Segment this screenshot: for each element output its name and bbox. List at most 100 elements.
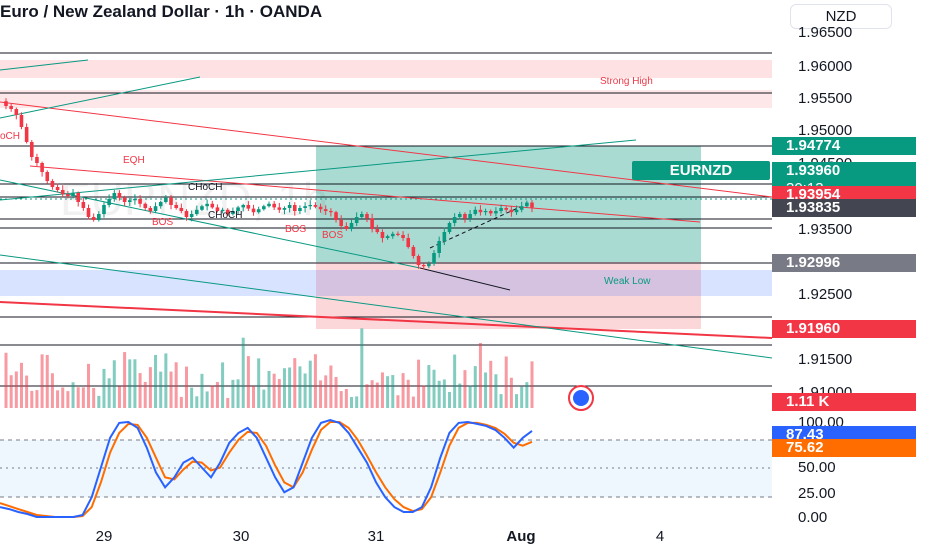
candle xyxy=(55,187,60,190)
candle xyxy=(452,217,457,223)
price-tick: 1.92500 xyxy=(798,286,853,303)
trendline-green xyxy=(0,139,637,201)
volume-bar xyxy=(45,354,49,408)
volume-bar xyxy=(236,379,240,408)
candle xyxy=(318,206,323,210)
candle xyxy=(231,211,235,214)
candle xyxy=(519,206,524,210)
volume-bar xyxy=(81,387,85,408)
candle xyxy=(499,208,503,211)
volume-bar xyxy=(148,367,152,408)
volume-label: 1.11 K xyxy=(772,393,916,411)
candle xyxy=(153,206,158,211)
volume-bar xyxy=(515,394,519,408)
candle xyxy=(292,205,297,211)
candle xyxy=(287,205,292,208)
volume-bar xyxy=(339,391,343,408)
volume-bar xyxy=(334,376,338,408)
candle xyxy=(463,214,467,219)
candle xyxy=(396,233,400,235)
oscillator-tick: 25.00 xyxy=(798,485,836,502)
candle xyxy=(205,203,209,207)
dark-price-label: 1.93835 xyxy=(772,199,916,217)
candle xyxy=(184,211,189,217)
volume-bar xyxy=(154,354,158,408)
volume-bar xyxy=(313,354,317,408)
volume-bar xyxy=(123,352,127,408)
candle xyxy=(200,206,204,210)
candle xyxy=(133,199,137,201)
volume-bar xyxy=(308,360,312,408)
candle xyxy=(339,220,343,226)
candle xyxy=(19,115,24,127)
bos-label: BOS xyxy=(152,217,174,228)
weak-low-label: Weak Low xyxy=(604,276,651,287)
candle xyxy=(267,203,271,207)
volume-bar xyxy=(282,368,286,408)
candle xyxy=(380,232,385,238)
candle xyxy=(313,205,318,207)
candle xyxy=(525,202,529,207)
candles xyxy=(4,98,534,270)
volume-bar xyxy=(71,382,75,408)
candle xyxy=(494,211,498,214)
candle xyxy=(81,202,86,208)
volume-bar xyxy=(97,395,101,408)
eqh-label: EQH xyxy=(123,155,145,166)
candle xyxy=(437,241,441,253)
volume-bar xyxy=(252,385,256,408)
candle xyxy=(298,208,302,211)
volume-bar xyxy=(422,385,426,408)
price-tick: 1.91500 xyxy=(798,351,853,368)
volume-bars xyxy=(4,328,534,408)
trendline-green xyxy=(0,76,201,119)
candle xyxy=(246,205,251,209)
time-tick: 29 xyxy=(95,528,113,545)
volume-bar xyxy=(437,380,441,408)
volume-bar xyxy=(386,376,390,408)
trendline-dark xyxy=(419,267,511,291)
volume-bar xyxy=(427,365,431,408)
volume-bar xyxy=(468,385,472,408)
volume-bar xyxy=(473,366,477,408)
stoch-d-line xyxy=(0,421,533,518)
candle xyxy=(179,208,184,211)
candle xyxy=(427,263,431,267)
choch-label: CHoCH xyxy=(188,182,223,193)
candle xyxy=(390,233,395,237)
candle xyxy=(9,106,13,109)
volume-bar xyxy=(117,386,121,408)
candle xyxy=(329,211,333,213)
volume-bar xyxy=(241,337,245,408)
currency-selector[interactable]: NZD xyxy=(790,4,892,29)
supply-zone xyxy=(0,90,772,108)
choch-label-left: oCH xyxy=(0,131,21,142)
candle xyxy=(91,217,96,220)
volume-bar xyxy=(453,354,457,408)
candle xyxy=(262,206,266,210)
volume-bar xyxy=(509,377,513,408)
volume-bar xyxy=(195,396,199,408)
volume-bar xyxy=(190,387,194,408)
resistance-price-label: 1.94774 xyxy=(772,137,916,155)
volume-bar xyxy=(447,391,451,408)
stochastic xyxy=(0,418,533,518)
volume-bar xyxy=(66,391,70,408)
candle xyxy=(112,193,117,199)
candle xyxy=(195,209,199,214)
candle xyxy=(236,207,240,211)
volume-bar xyxy=(133,359,137,408)
volume-bar xyxy=(169,371,173,408)
indicator-marker[interactable] xyxy=(568,385,594,411)
volume-bar xyxy=(143,381,147,408)
trendline-red-thick xyxy=(0,301,773,339)
candle xyxy=(421,265,426,267)
volume-bar xyxy=(432,369,436,408)
candle xyxy=(4,101,8,106)
candle xyxy=(107,199,111,205)
trendline-green xyxy=(0,254,773,359)
candle xyxy=(241,205,246,208)
candle xyxy=(189,214,194,217)
volume-bar xyxy=(380,372,384,408)
volume-bar xyxy=(370,380,374,408)
